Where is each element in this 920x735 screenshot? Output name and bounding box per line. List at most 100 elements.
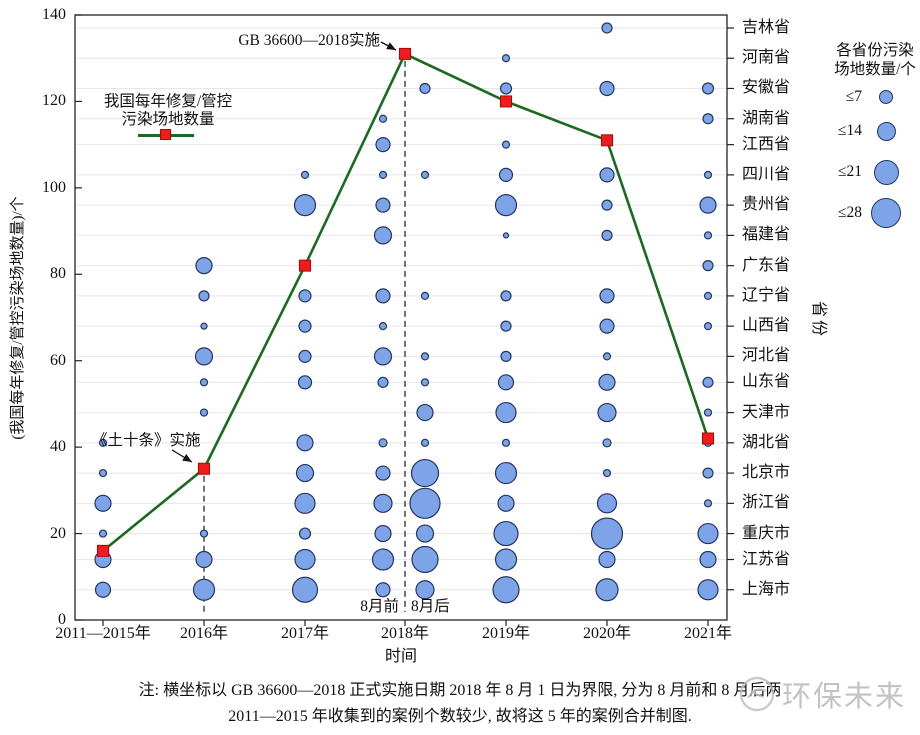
annotation-before-august: 8月前 bbox=[360, 598, 399, 615]
bubble-江西省 bbox=[375, 137, 391, 153]
bubble-浙江省 bbox=[294, 492, 316, 514]
bubble-北京市 bbox=[375, 465, 391, 481]
bubble-天津市 bbox=[597, 402, 617, 423]
y-tick-label: 60 bbox=[50, 351, 66, 369]
bubble-重庆市 bbox=[493, 520, 519, 547]
x-tick-label: 2020年 bbox=[582, 625, 631, 642]
bubble-天津市 bbox=[416, 403, 434, 422]
y-tick-label: 0 bbox=[58, 611, 66, 628]
bubble-四川省 bbox=[300, 170, 310, 179]
bubble-四川省 bbox=[498, 167, 514, 182]
province-label: 浙江省 bbox=[742, 494, 791, 512]
bubble-北京市 bbox=[98, 468, 108, 478]
y-tick-label: 80 bbox=[50, 265, 66, 283]
y-tick-label: 120 bbox=[42, 92, 66, 110]
watermark-logo-icon bbox=[739, 676, 775, 712]
bubble-浙江省 bbox=[497, 494, 515, 512]
bubble-辽宁省 bbox=[298, 289, 312, 303]
line-legend-text-2: 污染场地数量 bbox=[121, 111, 215, 128]
bubble-重庆市 bbox=[98, 529, 108, 538]
province-label: 北京市 bbox=[742, 464, 791, 482]
bubble-重庆市 bbox=[697, 522, 719, 545]
line-marker bbox=[299, 259, 311, 272]
bubble-重庆市 bbox=[415, 524, 435, 543]
x-tick-label: 2017年 bbox=[280, 625, 329, 642]
bubble-重庆市 bbox=[298, 527, 312, 540]
bubble-山东省 bbox=[377, 376, 389, 388]
province-label: 河北省 bbox=[742, 347, 791, 365]
bubble-河北省 bbox=[298, 349, 312, 363]
bubble-四川省 bbox=[599, 167, 615, 183]
bubble-四川省 bbox=[378, 170, 388, 179]
province-label: 湖南省 bbox=[742, 109, 791, 127]
bubble-安徽省 bbox=[599, 80, 615, 97]
bubble-江苏省 bbox=[494, 548, 518, 571]
bubble-山东省 bbox=[297, 375, 313, 390]
x-axis-label: 时间 bbox=[384, 648, 417, 665]
province-label: 山东省 bbox=[742, 373, 791, 391]
line-marker bbox=[97, 544, 109, 557]
bubble-辽宁省 bbox=[198, 290, 210, 302]
figure-note-line-1: 注: 横坐标以 GB 36600—2018 正式实施日期 2018 年 8 月 … bbox=[138, 682, 782, 699]
bubble-山东省 bbox=[420, 378, 430, 387]
bubble-河北省 bbox=[420, 352, 430, 361]
bubble-辽宁省 bbox=[420, 291, 430, 300]
province-label: 吉林省 bbox=[742, 18, 791, 36]
watermark-text: 环保未来 bbox=[782, 681, 907, 713]
bubble-浙江省 bbox=[94, 494, 112, 512]
y-tick-label: 40 bbox=[50, 438, 66, 456]
bubble-湖北省 bbox=[602, 438, 612, 448]
line-legend-marker-swatch bbox=[160, 129, 171, 140]
province-label: 江西省 bbox=[742, 135, 791, 153]
bubble-福建省 bbox=[373, 226, 393, 245]
size-legend-label: ≤21 bbox=[837, 163, 862, 180]
bubble-湖南省 bbox=[378, 114, 388, 123]
bubble-山西省 bbox=[378, 322, 388, 331]
province-label: 福建省 bbox=[742, 226, 791, 244]
bubble-四川省 bbox=[703, 170, 713, 179]
bubble-山西省 bbox=[298, 319, 312, 333]
bubble-广东省 bbox=[702, 260, 714, 272]
soil-ten-annotation-arrow bbox=[171, 449, 193, 463]
y-tick-label: 20 bbox=[50, 524, 66, 542]
bubble-辽宁省 bbox=[375, 288, 391, 304]
bubble-北京市 bbox=[702, 467, 714, 479]
line-marker bbox=[601, 134, 613, 147]
size-legend-bubble bbox=[879, 90, 893, 104]
bubble-天津市 bbox=[495, 401, 517, 424]
bubble-湖北省 bbox=[420, 438, 430, 447]
bubble-河南省 bbox=[501, 54, 511, 63]
province-label: 贵州省 bbox=[742, 196, 791, 214]
bubble-河北省 bbox=[602, 352, 612, 361]
bubble-重庆市 bbox=[590, 517, 624, 550]
bubble-山西省 bbox=[599, 318, 615, 334]
province-label: 湖北省 bbox=[742, 433, 791, 451]
bubble-福建省 bbox=[601, 229, 613, 241]
bubble-贵州省 bbox=[601, 199, 613, 211]
line-legend-text-1: 我国每年修复/管控 bbox=[103, 93, 233, 110]
bubble-贵州省 bbox=[494, 194, 518, 217]
x-tick-label: 2011—2015年 bbox=[55, 625, 151, 642]
province-label: 四川省 bbox=[742, 165, 791, 183]
x-tick-label: 2021年 bbox=[683, 625, 732, 642]
bubble-福建省 bbox=[703, 231, 713, 240]
bubble-上海市 bbox=[375, 582, 391, 598]
y-tick-label: 140 bbox=[42, 6, 66, 23]
province-label: 江苏省 bbox=[742, 550, 791, 568]
province-label: 广东省 bbox=[742, 256, 791, 274]
province-label: 山西省 bbox=[742, 317, 791, 335]
bubble-上海市 bbox=[595, 578, 619, 602]
bubble-四川省 bbox=[420, 170, 430, 179]
bubble-贵州省 bbox=[375, 197, 391, 213]
bubble-上海市 bbox=[192, 578, 216, 601]
bubble-湖北省 bbox=[98, 438, 108, 447]
annotation-soil-ten: 《土十条》实施 bbox=[92, 432, 201, 449]
bubble-上海市 bbox=[415, 580, 435, 600]
y-tick-label: 100 bbox=[42, 178, 66, 196]
bubble-安徽省 bbox=[499, 82, 513, 95]
bubble-辽宁省 bbox=[703, 291, 713, 300]
size-legend-bubble bbox=[873, 159, 899, 185]
bubble-山东省 bbox=[702, 376, 714, 388]
